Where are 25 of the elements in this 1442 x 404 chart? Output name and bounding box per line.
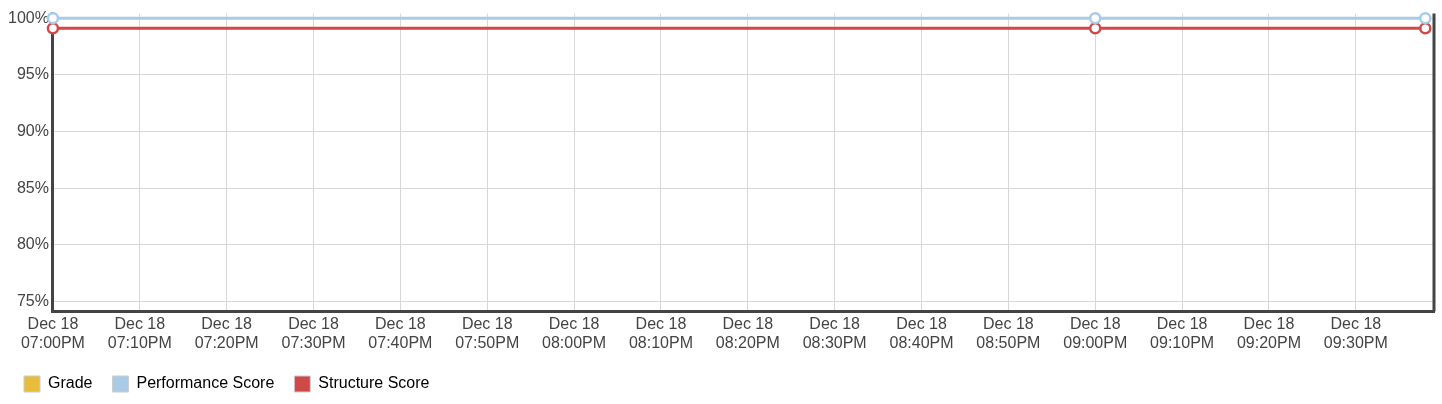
y-tick-label: 95% — [16, 65, 49, 83]
x-tick-label: Dec 18 08:00PM — [542, 314, 607, 351]
x-tick-label: Dec 18 07:10PM — [107, 314, 172, 351]
y-tick-label: 80% — [16, 235, 49, 253]
x-tick-label: Dec 18 09:20PM — [1236, 314, 1301, 351]
y-tick-label: 100% — [8, 8, 49, 26]
x-tick-label: Dec 18 07:50PM — [455, 314, 520, 351]
x-tick-label: Dec 18 09:30PM — [1323, 314, 1388, 351]
x-tick-label: Dec 18 08:10PM — [628, 314, 693, 351]
x-tick-label: Dec 18 07:40PM — [368, 314, 433, 351]
legend-label: Performance Score — [136, 374, 275, 392]
legend-label: Grade — [48, 374, 93, 392]
x-tick-label: Dec 18 08:20PM — [715, 314, 780, 351]
x-tick-label: Dec 18 07:20PM — [194, 314, 259, 351]
x-tick-label: Dec 18 09:10PM — [1150, 314, 1215, 351]
y-tick-label: 85% — [16, 178, 49, 196]
x-tick-label: Dec 18 09:00PM — [1063, 314, 1128, 351]
x-tick-label: Dec 18 08:50PM — [976, 314, 1041, 351]
x-tick-label: Dec 18 07:00PM — [20, 314, 85, 351]
legend-label: Structure Score — [318, 374, 430, 392]
x-tick-label: Dec 18 08:30PM — [802, 314, 867, 351]
y-tick-label: 75% — [16, 291, 49, 309]
x-tick-label: Dec 18 07:30PM — [281, 314, 346, 351]
x-tick-label: Dec 18 08:40PM — [889, 314, 954, 351]
y-tick-label: 90% — [16, 121, 49, 139]
